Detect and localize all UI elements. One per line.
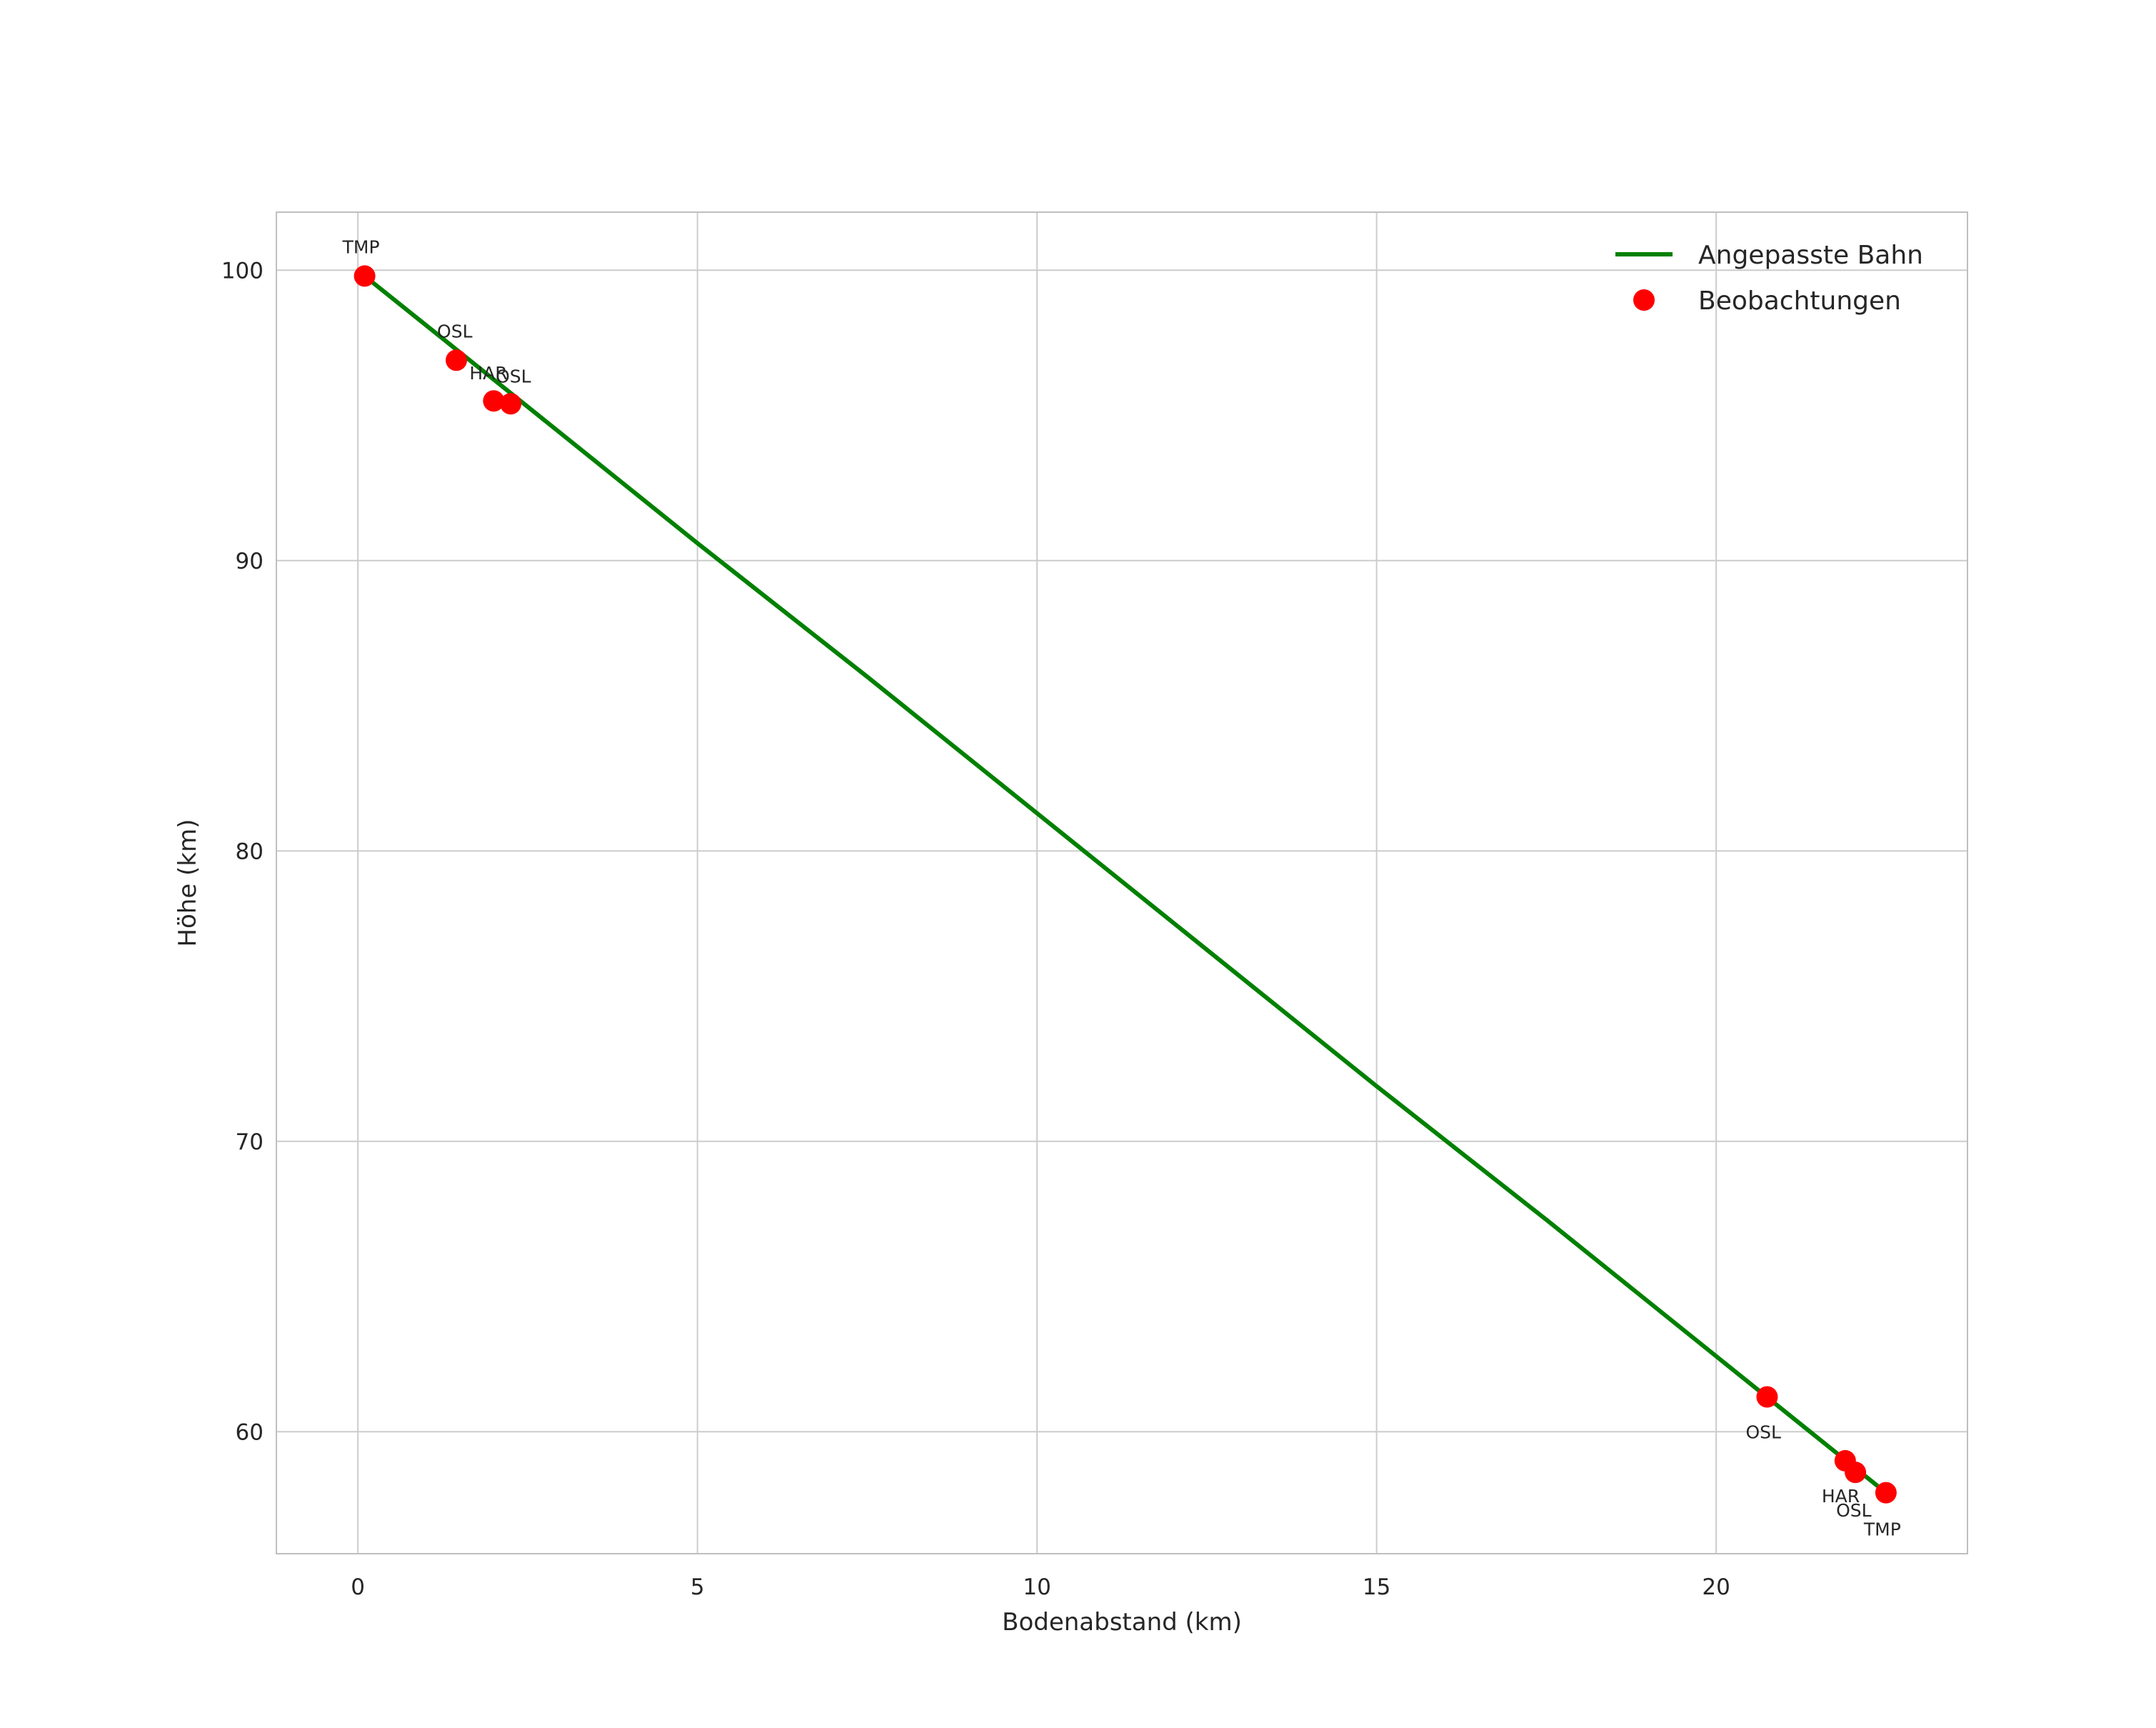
grid-lines (276, 212, 1967, 1554)
y-axis-label: Höhe (km) (174, 819, 202, 947)
point-label: OSL (1745, 1422, 1781, 1442)
legend-point-sample-icon (1633, 289, 1655, 311)
observation-point (500, 393, 522, 415)
point-label: HAR (1822, 1486, 1860, 1507)
observation-points-group (354, 265, 1897, 1504)
y-tick-label: 90 (236, 549, 264, 574)
observation-point (354, 265, 376, 287)
observation-point (1875, 1482, 1897, 1504)
legend: Angepasste Bahn Beobachtungen (1615, 241, 1923, 316)
legend-label-observations: Beobachtungen (1698, 286, 1901, 316)
x-tick-label: 15 (1363, 1574, 1390, 1600)
point-label: OSL (496, 366, 531, 386)
plot-frame (276, 211, 1968, 1554)
x-tick-label: 10 (1023, 1574, 1051, 1600)
x-axis-label: Bodenabstand (km) (1002, 1608, 1242, 1637)
observation-point (1756, 1386, 1778, 1408)
y-tick-label: 100 (221, 258, 264, 284)
x-tick-label: 0 (351, 1574, 365, 1600)
y-tick-labels: 60 70 80 90 100 (221, 258, 264, 1445)
observation-point (446, 349, 468, 371)
observation-point (483, 390, 505, 412)
y-tick-label: 60 (236, 1419, 264, 1445)
x-tick-label: 5 (691, 1574, 705, 1600)
legend-label-fitted-line: Angepasste Bahn (1698, 241, 1923, 270)
observation-point (1845, 1462, 1867, 1484)
point-label: OSL (1836, 1500, 1872, 1521)
point-label: HAR (469, 363, 507, 384)
point-label: TMP (342, 236, 380, 257)
fitted-trajectory-line (362, 274, 1888, 1495)
point-label: OSL (437, 321, 473, 341)
point-label: TMP (1863, 1519, 1901, 1540)
y-tick-label: 70 (236, 1129, 264, 1155)
x-tick-labels: 0 5 10 15 20 (351, 1574, 1730, 1600)
fitted-line-group (362, 274, 1888, 1495)
x-tick-label: 20 (1702, 1574, 1730, 1600)
y-tick-label: 80 (236, 839, 264, 864)
